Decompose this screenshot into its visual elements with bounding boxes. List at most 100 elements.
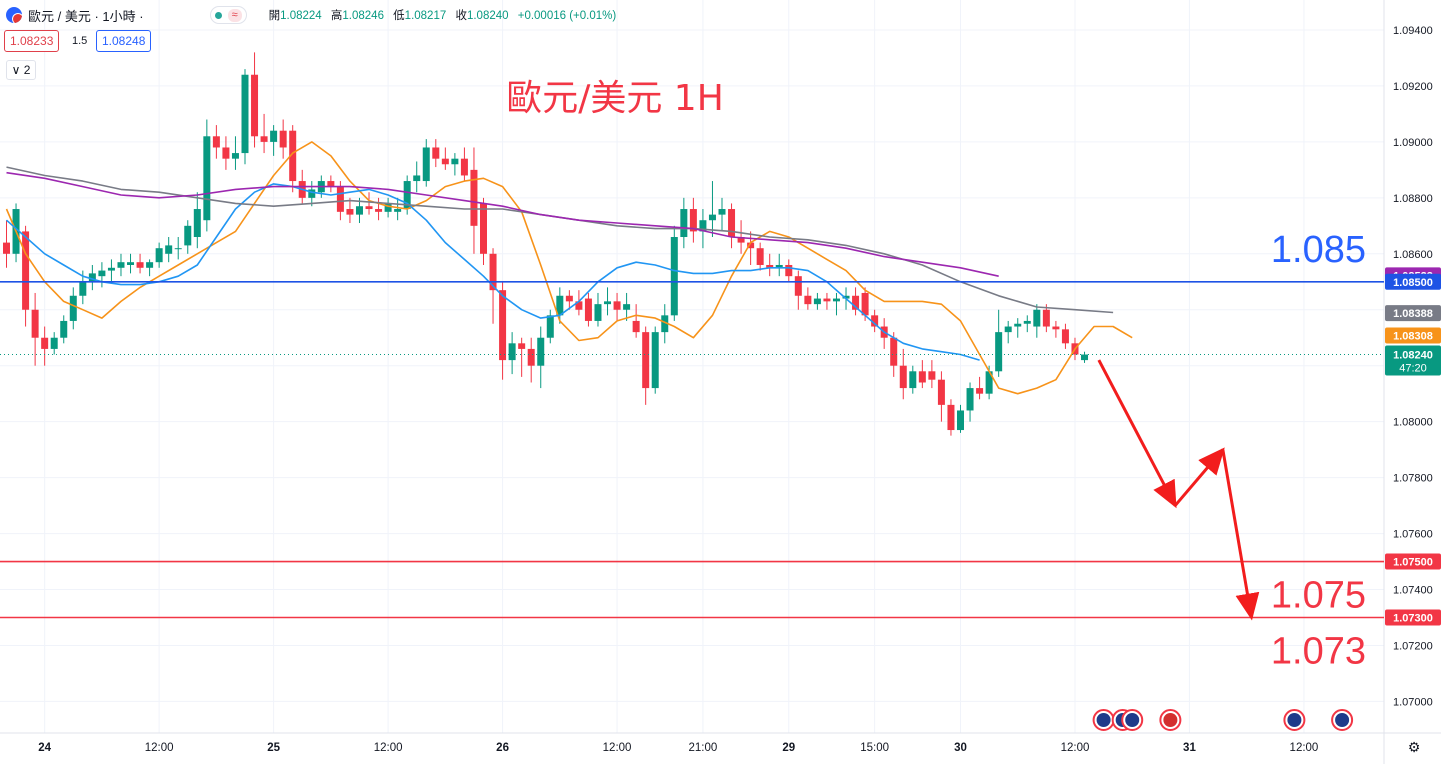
candle-down — [794, 276, 802, 296]
candle-down — [947, 404, 955, 431]
x-tick-label: 12:00 — [603, 742, 632, 754]
candle-up — [604, 301, 612, 305]
ma-price-tag-bg — [1385, 305, 1441, 322]
candle-up — [193, 209, 201, 238]
candle-up — [546, 315, 554, 338]
level-price-tag: 1.07300 — [1393, 612, 1433, 624]
countdown-tag: 47:20 — [1399, 363, 1427, 375]
candle-up — [203, 136, 211, 221]
candle-down — [852, 295, 860, 310]
forecast-arrow — [1097, 359, 1177, 509]
moving-average-line — [5, 183, 980, 361]
candle-down — [565, 295, 573, 302]
candle-up — [117, 262, 125, 268]
open-value: 1.08224 — [280, 10, 322, 22]
x-tick-label: 21:00 — [689, 742, 718, 754]
spread-value: 1.5 — [72, 35, 88, 47]
ohlc-readout: 開1.08224 高1.08246 低1.08217 收1.08240 +0.0… — [269, 7, 623, 23]
candle-up — [308, 189, 316, 198]
candle-down — [375, 209, 383, 212]
candle-up — [699, 220, 707, 232]
market-status-badge[interactable]: ≈ — [209, 6, 247, 24]
candle-up — [241, 74, 249, 154]
candle-down — [432, 147, 440, 159]
x-tick-label: 12:00 — [1061, 742, 1090, 754]
level-price-tag-bg — [1385, 273, 1441, 290]
candle-down — [3, 242, 10, 254]
candle-up — [680, 209, 688, 238]
candle-up — [146, 262, 154, 268]
indicators-toggle-button[interactable]: ∨ 2 — [6, 60, 36, 80]
level-price-tag-bg — [1385, 609, 1441, 626]
candle-down — [1042, 309, 1050, 327]
symbol-title[interactable]: 歐元 / 美元 · 1小時 · — [28, 8, 144, 24]
candle-up — [957, 410, 964, 431]
x-tick-label: 25 — [267, 742, 280, 754]
candle-up — [88, 273, 96, 282]
candle-down — [222, 147, 230, 159]
candle-down — [518, 343, 526, 349]
candle-up — [708, 214, 716, 221]
candle-up — [909, 371, 917, 389]
y-tick-label: 1.07000 — [1393, 696, 1433, 708]
candle-up — [50, 337, 58, 349]
moving-average-line — [6, 171, 999, 277]
x-tick-label: 29 — [782, 742, 795, 754]
candle-down — [212, 136, 220, 148]
sell-price-button[interactable]: 1.08233 — [4, 30, 60, 52]
candle-down — [22, 231, 30, 310]
candle-up — [832, 298, 840, 302]
x-tick-label: 12:00 — [145, 742, 174, 754]
settings-gear-icon[interactable]: ⚙ — [1407, 739, 1421, 755]
candle-up — [718, 209, 726, 215]
level-price-tag: 1.08500 — [1393, 277, 1433, 289]
y-tick-label: 1.09200 — [1393, 81, 1433, 93]
candle-down — [804, 295, 812, 305]
candle-down — [642, 332, 650, 389]
candle-down — [365, 206, 373, 210]
eu-flag-icon — [1287, 713, 1302, 727]
resistance-annotation: 1.085 — [1271, 229, 1366, 271]
buy-price-button[interactable]: 1.08248 — [96, 30, 152, 52]
candle-down — [613, 301, 621, 310]
candle-down — [976, 388, 984, 394]
chart-title: 歐元/美元 1H — [506, 78, 724, 119]
x-tick-label: 12:00 — [1290, 742, 1319, 754]
candle-up — [594, 304, 602, 321]
candle-down — [480, 203, 487, 254]
candle-up — [155, 248, 163, 263]
candle-up — [670, 237, 678, 316]
x-tick-label: 12:00 — [374, 742, 403, 754]
candle-down — [1061, 329, 1069, 344]
candle-up — [1033, 309, 1041, 327]
candle-down — [918, 371, 926, 383]
candle-down — [871, 315, 879, 327]
y-tick-label: 1.07200 — [1393, 640, 1433, 652]
candle-down — [937, 379, 945, 405]
candle-up — [231, 153, 239, 159]
y-tick-label: 1.08000 — [1393, 417, 1433, 429]
candle-down — [527, 348, 535, 366]
x-tick-label: 31 — [1183, 742, 1196, 754]
candle-down — [1052, 326, 1060, 330]
market-open-dot-icon — [214, 11, 222, 19]
candle-up — [384, 203, 392, 212]
candle-up — [995, 332, 1003, 372]
support-annotation: 1.075 — [1271, 575, 1366, 617]
candle-up — [270, 130, 278, 142]
open-label: 開 — [268, 10, 281, 22]
candle-up — [451, 158, 459, 165]
x-tick-label: 24 — [38, 742, 51, 754]
candle-down — [737, 237, 745, 243]
candle-up — [508, 343, 516, 361]
x-tick-label: 15:00 — [860, 742, 889, 754]
candle-down — [756, 248, 764, 265]
candle-up — [127, 262, 135, 265]
candle-up — [842, 295, 850, 299]
high-value: 1.08246 — [342, 10, 384, 22]
x-tick-label: 30 — [954, 742, 967, 754]
candle-down — [928, 371, 936, 380]
eu-flag-icon — [1335, 713, 1350, 727]
candle-up — [556, 295, 564, 316]
